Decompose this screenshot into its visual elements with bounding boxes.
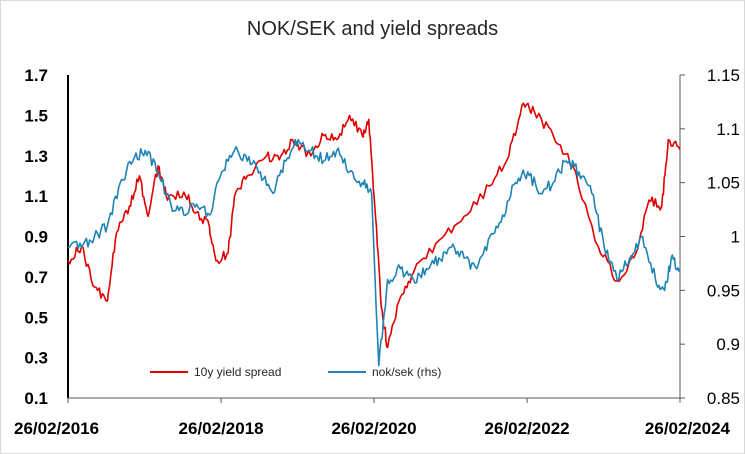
x-tick-label: 26/02/2020 (331, 419, 416, 438)
y-right-tick-label: 1 (731, 228, 740, 247)
y-left-tick-label: 1.1 (24, 187, 48, 206)
legend-label: nok/sek (rhs) (372, 365, 441, 379)
y-right-tick-label: 0.95 (707, 281, 740, 300)
axes: 0.1 0.3 0.5 0.7 0.9 1.1 1.3 1.5 1.7 0.85 0.9 0.95 1 1… (14, 66, 740, 438)
series-line-yield-spread (67, 102, 681, 349)
y-left-tick-label: 1.7 (24, 66, 48, 85)
y-right-tick-label: 1.1 (716, 120, 740, 139)
y-right-tick-label: 0.85 (707, 389, 740, 408)
series-line-nok-sek (67, 138, 681, 367)
y-left-tick-label: 0.7 (24, 268, 48, 287)
x-tick-label: 26/02/2018 (179, 419, 264, 438)
x-tick-label: 26/02/2016 (14, 419, 99, 438)
legend: 10y yield spread nok/sek (rhs) (150, 365, 441, 379)
y-left-tick-label: 0.1 (24, 389, 48, 408)
y-left-tick-label: 1.3 (24, 147, 48, 166)
legend-label: 10y yield spread (194, 365, 281, 379)
y-left-tick-label: 0.9 (24, 228, 48, 247)
y-right-tick-label: 0.9 (716, 335, 740, 354)
y-left-tick-label: 0.3 (24, 349, 48, 368)
y-left-tick-label: 1.5 (24, 106, 48, 125)
y-left-tick-label: 0.5 (24, 308, 48, 327)
x-tick-label: 26/02/2022 (485, 419, 570, 438)
series-lines (67, 102, 681, 367)
y-right-tick-label: 1.15 (707, 66, 740, 85)
x-tick-label: 26/02/2024 (645, 419, 731, 438)
chart-title: NOK/SEK and yield spreads (246, 18, 499, 40)
y-right-tick-label: 1.05 (707, 174, 740, 193)
